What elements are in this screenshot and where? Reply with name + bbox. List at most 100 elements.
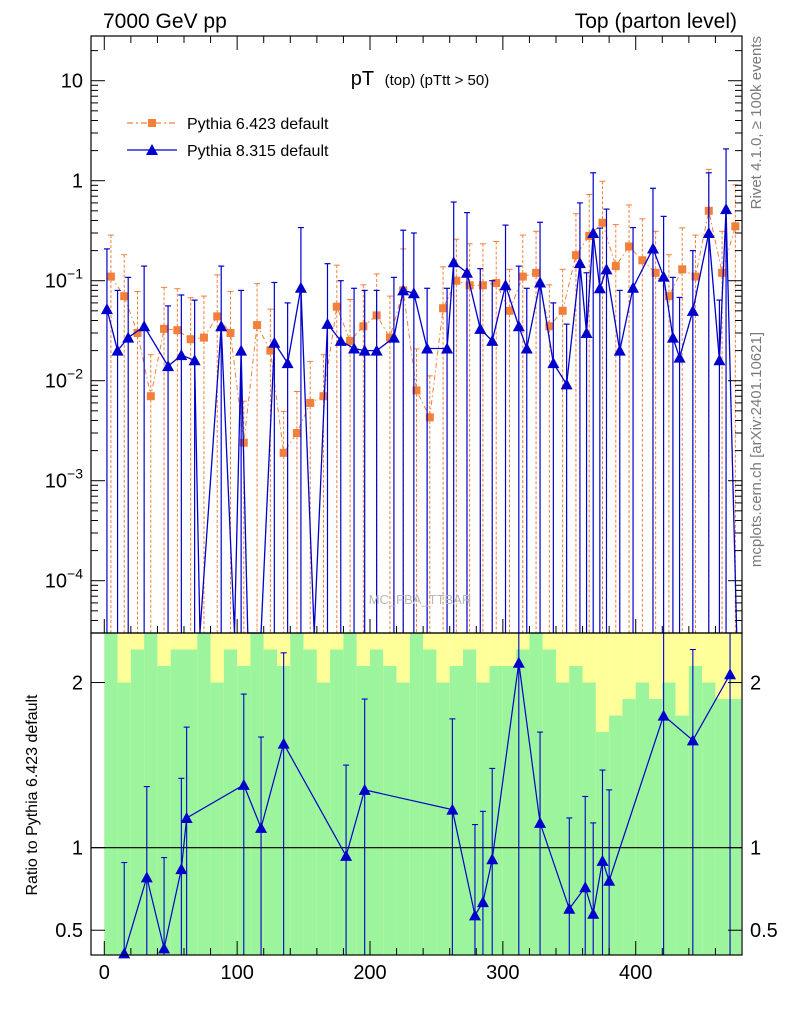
band-inner-bin: [542, 649, 556, 955]
pythia6-point: [558, 306, 567, 315]
band-inner-bin: [635, 682, 649, 955]
legend-pythia8-label: Pythia 8.315 default: [187, 143, 329, 160]
pythia8-point: [686, 304, 699, 316]
pythia6-point: [651, 268, 660, 277]
pythia8-point: [580, 327, 593, 339]
pythia8-point: [348, 342, 361, 354]
band-inner-bin: [662, 682, 676, 955]
plot-title-sub: (top) (pTtt > 50): [385, 72, 490, 89]
pythia6-point: [199, 333, 208, 342]
band-inner-bin: [197, 633, 211, 955]
ratio-point: [358, 783, 371, 795]
ratio-point: [587, 907, 600, 919]
pythia8-point: [593, 282, 606, 294]
ratio-point: [277, 737, 290, 749]
pythia8-point: [666, 331, 679, 343]
pythia8-point: [560, 378, 573, 390]
pythia8-point: [627, 281, 640, 293]
pythia6-point: [160, 324, 169, 333]
pythia8-point: [421, 342, 434, 354]
band-inner-bin: [556, 682, 570, 955]
pythia8-point: [673, 351, 686, 363]
band-inner-bin: [715, 699, 729, 955]
band-inner-bin: [609, 715, 623, 955]
ratio-point: [158, 942, 171, 954]
ratio-ytick-label-right: 0.5: [750, 920, 778, 942]
pythia8-point: [573, 257, 586, 269]
band-inner-bin: [516, 649, 530, 955]
main-ytick-label: 1: [72, 171, 83, 193]
band-inner-bin: [423, 649, 437, 955]
pythia8-point: [321, 317, 334, 329]
band-inner-bin: [343, 633, 357, 955]
pythia8-point: [447, 256, 460, 268]
pythia6-point: [266, 346, 275, 355]
pythia6-point: [253, 321, 262, 330]
pythia8-point: [587, 227, 600, 239]
ratio-xtick-label: 0: [99, 962, 110, 984]
pythia8-point: [547, 357, 560, 369]
ratio-point: [724, 668, 737, 680]
axes-ticks: 10 1 10−1 10−2 10−3 10−4 0.5 0.5 1 1 2 2 0 100 200 300 4…: [45, 36, 778, 984]
pythia6-point: [120, 292, 129, 301]
pythia6-point: [279, 448, 288, 457]
ratio-point: [468, 909, 481, 921]
rivet-label: Rivet 4.1.0, ≥ 100k events: [748, 36, 765, 209]
pythia6-point: [306, 398, 315, 407]
pythia6-point: [611, 262, 620, 271]
band-inner-bin: [144, 633, 158, 955]
pythia8-point: [100, 303, 113, 315]
main-ytick-label: 10−2: [45, 366, 83, 393]
pythia8-point: [486, 334, 499, 346]
band-inner-bin: [117, 682, 131, 955]
pythia6-point: [545, 322, 554, 331]
ratio-point: [340, 849, 353, 861]
band-inner-bin: [104, 633, 118, 955]
pythia8-point: [460, 266, 473, 278]
legend: Pythia 6.423 default Pythia 8.315 defaul…: [127, 116, 329, 160]
legend-pythia6-label: Pythia 6.423 default: [187, 116, 329, 133]
pythia8-point: [534, 276, 547, 288]
pythia6-point: [186, 335, 195, 344]
pythia6-point: [518, 272, 527, 281]
pythia8-point: [281, 357, 294, 369]
main-ytick-label: 10: [61, 71, 83, 93]
pythia6-point: [106, 272, 115, 281]
pythia6-point: [133, 329, 142, 338]
ratio-point: [563, 902, 576, 914]
pythia8-point: [111, 344, 124, 356]
pythia6-point: [226, 329, 235, 338]
main-ytick-label: 10−3: [45, 466, 83, 493]
pythia6-point: [346, 336, 355, 345]
pythia8-point: [268, 336, 281, 348]
band-inner-bin: [157, 666, 171, 955]
pythia6-point: [718, 268, 727, 277]
band-inner-bin: [130, 649, 145, 955]
ratio-xtick-label: 400: [619, 962, 652, 984]
ratio-point: [180, 811, 193, 823]
ratio-ytick-label-right: 1: [750, 838, 761, 860]
band-inner-bin: [356, 666, 370, 955]
plot-title: pT (top) (pTtt > 50): [351, 68, 489, 90]
pythia8-point: [646, 242, 659, 254]
ratio-point: [686, 734, 699, 746]
pythia6-point: [385, 333, 394, 342]
pythia8-point: [499, 279, 512, 291]
pythia6-point: [213, 312, 222, 321]
ratio-ytick-label-left: 0.5: [55, 920, 83, 942]
pythia8-point: [474, 322, 487, 334]
band-inner-bin: [263, 649, 277, 955]
pythia6-point: [664, 292, 673, 301]
band-inner-bin: [250, 633, 264, 955]
band-inner-bin: [702, 682, 716, 955]
band-inner-bin: [184, 649, 198, 955]
ratio-ytick-label-right: 2: [750, 673, 761, 695]
band-inner-bin: [569, 666, 583, 955]
band-inner-bin: [649, 699, 663, 955]
pythia8-point: [122, 331, 135, 343]
ratio-point: [596, 854, 609, 866]
header-right: Top (parton level): [575, 10, 737, 33]
mcplots-label: mcplots.cern.ch [arXiv:2401.10621]: [748, 332, 765, 567]
pythia8-point: [600, 263, 613, 275]
pythia8-point: [188, 354, 201, 366]
